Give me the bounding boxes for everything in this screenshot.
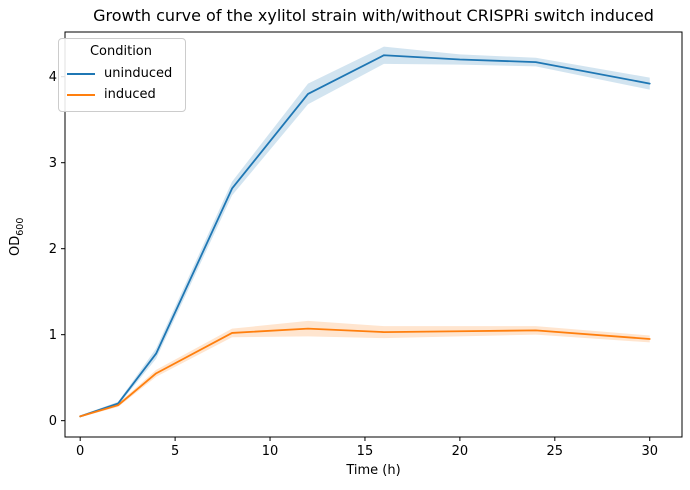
x-tick-label: 5 <box>171 444 179 459</box>
y-axis-label: OD600 <box>8 192 26 282</box>
y-tick-label: 0 <box>49 414 57 429</box>
y-axis-label-main: OD <box>8 235 24 256</box>
legend-entry-induced: induced <box>67 84 175 105</box>
y-axis-label-subscript: 600 <box>14 217 26 236</box>
y-tick-label: 2 <box>49 242 57 257</box>
legend: Condition uninduced induced <box>58 38 186 112</box>
legend-line-icon <box>67 72 95 75</box>
x-tick-label: 15 <box>357 444 374 459</box>
x-tick-label: 30 <box>641 444 658 459</box>
x-axis-label: Time (h) <box>346 463 401 478</box>
y-tick-label: 3 <box>49 156 57 171</box>
x-tick-label: 25 <box>547 444 564 459</box>
legend-entry-label: induced <box>104 87 156 102</box>
legend-title: Condition <box>89 44 153 59</box>
x-tick-label: 0 <box>76 444 84 459</box>
legend-line-icon <box>67 93 95 96</box>
series-line-uninduced <box>79 54 651 418</box>
legend-entry-label: uninduced <box>104 66 173 81</box>
legend-entry-uninduced: uninduced <box>67 63 175 84</box>
x-tick-label: 20 <box>452 444 469 459</box>
series-band-uninduced <box>80 46 650 418</box>
y-tick-label: 1 <box>49 328 57 343</box>
y-tick-label: 4 <box>49 70 57 85</box>
chart-title: Growth curve of the xylitol strain with/… <box>93 6 654 25</box>
series-line-induced <box>79 327 651 418</box>
axes-spines <box>64 31 683 438</box>
x-tick-label: 10 <box>262 444 279 459</box>
